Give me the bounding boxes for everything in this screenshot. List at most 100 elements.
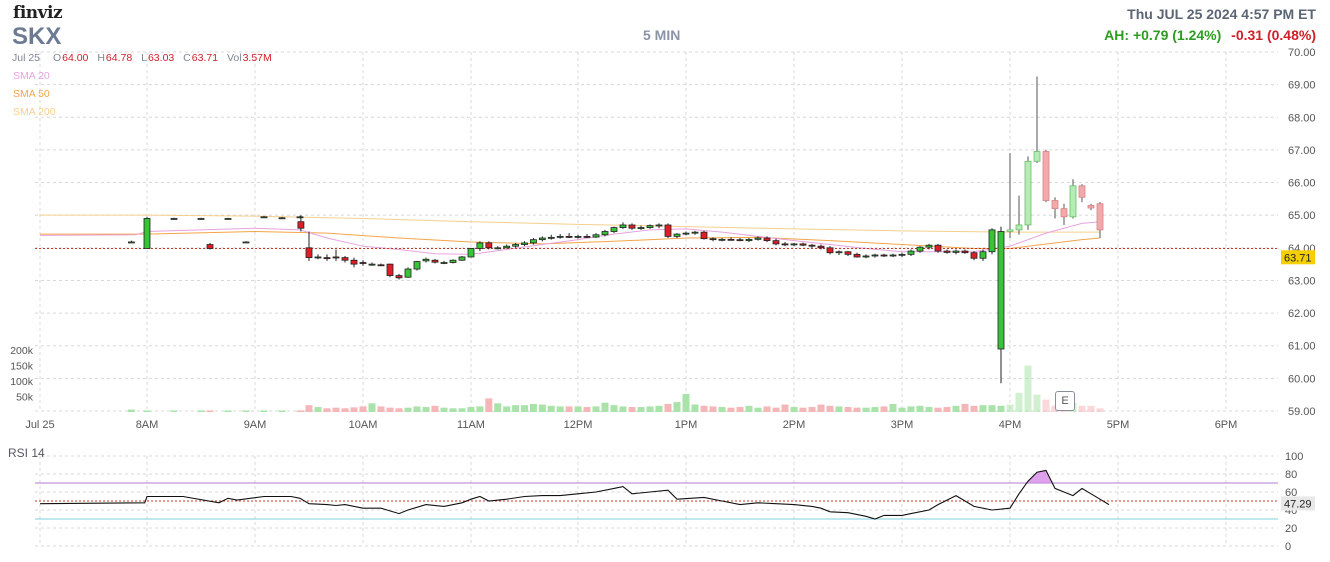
candle-body (727, 238, 735, 241)
last-price-tag (1281, 250, 1315, 265)
volume-bar (341, 408, 349, 412)
candle-body (709, 238, 717, 241)
price-tick-label: 66.00 (1288, 178, 1316, 190)
volume-bar (601, 402, 609, 412)
close-label: C (183, 52, 191, 64)
candle-body (601, 231, 609, 236)
volume-bar (889, 403, 897, 412)
volume-bar (431, 405, 439, 412)
volume-bar (565, 406, 573, 412)
volume-bar (224, 410, 232, 412)
close-value: 63.71 (191, 52, 219, 64)
rsi-tick-label: 60 (1285, 487, 1297, 499)
candle-body (323, 257, 331, 260)
high-label: H (97, 52, 105, 64)
volume-bar (745, 405, 753, 412)
volume-bar (413, 406, 421, 412)
volume-bar (592, 406, 600, 412)
volume-bar (772, 407, 780, 412)
candle-body (772, 240, 780, 245)
volume-bar (242, 410, 250, 412)
price-tick-label: 69.00 (1288, 80, 1316, 92)
ohlc-date: Jul 25 (12, 52, 41, 64)
open-value: 64.00 (62, 52, 89, 64)
price-change-row: AH: +0.79 (1.24%) -0.31 (0.48%) (1104, 27, 1316, 43)
volume-bar (1078, 405, 1086, 412)
candle-body (817, 245, 825, 249)
candle-body (565, 235, 573, 238)
price-tick-label: 60.00 (1288, 373, 1316, 385)
volume-bar (988, 405, 996, 412)
volume-bar (754, 407, 762, 412)
volume-bar (952, 405, 960, 412)
volume-bar (368, 403, 376, 412)
price-tick-label: 62.00 (1288, 308, 1316, 320)
candle-body (871, 254, 879, 257)
volume-bar (826, 405, 834, 412)
volume-bar (314, 407, 322, 412)
volume-bar (628, 407, 636, 412)
candle-body (1006, 229, 1014, 232)
volume-bar (736, 407, 744, 412)
volume-bar (700, 405, 708, 412)
high-value: 64.78 (105, 52, 133, 64)
price-tick-label: 59.00 (1288, 406, 1316, 418)
candle-body (431, 259, 439, 263)
candle-body (844, 251, 852, 255)
candle-body (143, 218, 151, 249)
candle-body (853, 253, 861, 258)
candle-body (592, 234, 600, 238)
volume-bar (997, 405, 1005, 412)
volume-bar (781, 404, 789, 412)
datetime-label: Thu JUL 25 2024 4:57 PM ET (1127, 6, 1316, 22)
volume-bar (664, 403, 672, 412)
candle-body (206, 244, 214, 249)
candle-body (1069, 185, 1077, 218)
volume-tick-label: 150k (10, 361, 34, 373)
candle-body (943, 250, 951, 253)
volume-bar (646, 406, 654, 412)
volume-bar (278, 410, 286, 412)
price-tick-label: 61.00 (1288, 341, 1316, 353)
volume-bar (476, 406, 484, 412)
volume-bar (853, 407, 861, 412)
rsi-last-tag (1281, 496, 1315, 511)
sma200-line (40, 214, 1100, 233)
price-tick-label: 67.00 (1288, 145, 1316, 157)
candle-body (925, 244, 933, 248)
candle-body (1087, 204, 1095, 209)
candle-body (889, 254, 897, 257)
candle-body (691, 231, 699, 234)
volume-bar (907, 406, 915, 412)
candle-body (655, 224, 663, 227)
volume-bar (1006, 404, 1014, 412)
sma200-legend: SMA 200 (13, 106, 56, 118)
timeframe-label[interactable]: 5 MIN (643, 27, 681, 43)
candle-body (718, 238, 726, 241)
candle-body (127, 241, 135, 244)
earnings-badge[interactable]: E (1055, 391, 1075, 411)
candle-body (574, 235, 582, 238)
candle-body (485, 242, 493, 249)
candle-body (359, 262, 367, 264)
volume-bar (1015, 392, 1023, 412)
candle-body (997, 231, 1005, 350)
candle-body (170, 218, 178, 220)
candle-body (736, 239, 744, 242)
volume-bar (1042, 399, 1050, 412)
candle-body (583, 235, 591, 238)
candle-body (314, 256, 322, 259)
candle-body (880, 254, 888, 257)
candle-body (350, 259, 358, 265)
volume-bar (386, 407, 394, 412)
ticker-symbol: SKX (12, 23, 62, 50)
volume-bar (619, 406, 627, 412)
candle-body (916, 246, 924, 252)
finviz-logo[interactable]: finviz (13, 3, 63, 23)
volume-bars (127, 365, 1104, 412)
volume-bar (547, 405, 555, 412)
volume-bar (862, 407, 870, 412)
volume-bar (556, 406, 564, 412)
volume-bar (1024, 365, 1032, 412)
